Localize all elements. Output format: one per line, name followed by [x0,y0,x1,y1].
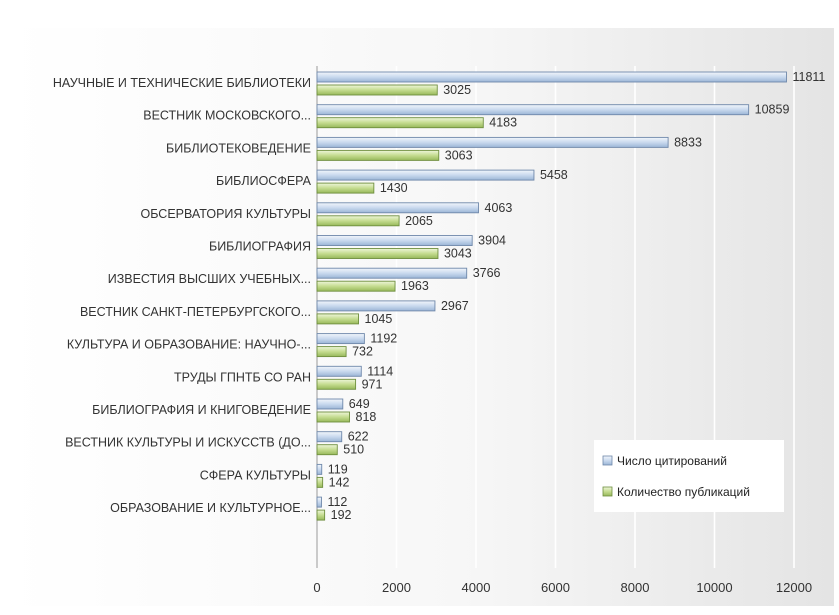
bar-publications [316,411,350,423]
category-label: БИБЛИОСФЕРА [216,174,312,188]
x-axis-ticks: 0 2000 4000 6000 8000 10000 12000 [313,580,812,595]
data-label-publications: 4183 [489,116,517,130]
data-label-citations: 2967 [441,299,469,313]
data-label-publications: 971 [362,377,383,391]
bar-publications [316,117,484,129]
x-tick-label: 8000 [621,580,650,595]
data-label-publications: 3043 [444,247,472,261]
data-label-publications: 1963 [401,279,429,293]
data-label-citations: 119 [328,462,348,476]
category-label: БИБЛИОТЕКОВЕДЕНИЕ [166,141,311,155]
bar-publications [316,215,400,227]
data-label-citations: 1192 [370,332,397,346]
bar-citations [316,333,365,345]
bar-citations [316,431,343,443]
category-label: ТРУДЫ ГПНТБ СО РАН [174,370,311,384]
category-label: СФЕРА КУЛЬТУРЫ [200,468,311,482]
category-label: БИБЛИОГРАФИЯ [209,240,311,254]
data-label-publications: 142 [329,475,350,489]
bar-publications [316,84,438,96]
bar-publications [316,313,359,325]
bar-citations [316,463,323,475]
bars [316,71,787,521]
legend-label-citations: Число цитирований [617,454,727,468]
x-tick-label: 12000 [776,580,812,595]
category-label: НАУЧНЫЕ И ТЕХНИЧЕСКИЕ БИБЛИОТЕКИ [53,76,311,90]
data-label-citations: 3766 [473,266,501,280]
data-label-publications: 1430 [380,181,408,195]
data-label-citations: 649 [349,397,370,411]
category-label: КУЛЬТУРА И ОБРАЗОВАНИЕ: НАУЧНО-... [67,338,311,352]
category-label: ВЕСТНИК МОСКОВСКОГО... [143,109,311,123]
bar-citations [316,136,669,148]
x-tick-label: 6000 [541,580,570,595]
legend-box [594,440,784,512]
category-label: ОБРАЗОВАНИЕ И КУЛЬТУРНОЕ... [110,501,311,515]
legend-swatch-citations [602,455,613,466]
category-label: БИБЛИОГРАФИЯ И КНИГОВЕДЕНИЕ [92,403,311,417]
category-label: ВЕСТНИК КУЛЬТУРЫ И ИСКУССТВ (ДО... [65,436,311,450]
legend-label-publications: Количество публикаций [617,485,750,499]
bar-citations [316,235,473,246]
bar-citations [316,398,344,410]
bar-publications [316,182,375,194]
bar-citations [316,202,479,214]
category-label: ОБСЕРВАТОРИЯ КУЛЬТУРЫ [141,207,311,221]
data-label-citations: 112 [327,495,347,509]
bar-publications [316,346,347,358]
data-label-citations: 4063 [485,201,513,215]
data-label-publications: 3025 [443,83,471,97]
bar-citations [316,300,436,312]
bar-citations [316,496,322,508]
data-label-publications: 818 [356,410,377,424]
bar-citations [316,104,750,116]
data-label-publications: 1045 [365,312,393,326]
data-label-citations: 622 [348,430,369,444]
bar-publications [316,280,396,292]
bar-publications [316,509,326,521]
data-label-citations: 3904 [478,234,506,248]
bar-citations [316,267,468,279]
data-label-publications: 510 [343,443,364,457]
bar-publications [316,248,439,259]
bar-citations [316,169,535,181]
legend: Число цитирований Количество публикаций [594,440,784,512]
data-label-citations: 8833 [674,135,702,149]
bar-citations [316,365,362,377]
category-label: ВЕСТНИК САНКТ-ПЕТЕРБУРГСКОГО... [80,305,311,319]
data-label-publications: 2065 [405,214,433,228]
x-tick-label: 10000 [696,580,732,595]
x-tick-label: 0 [313,580,320,595]
bar-publications [316,444,338,456]
x-tick-label: 4000 [462,580,491,595]
data-label-citations: 10859 [755,103,790,117]
data-label-publications: 3063 [445,148,473,162]
data-label-citations: 1114 [367,364,393,378]
data-labels: 11811 3025 10859 4183 8833 3063 5458 1430 4063 20… [327,70,825,522]
data-label-citations: 5458 [540,168,568,182]
category-labels: НАУЧНЫЕ И ТЕХНИЧЕСКИЕ БИБЛИОТЕКИ ВЕСТНИК … [53,76,312,515]
data-label-publications: 732 [352,345,373,359]
bar-publications [316,476,324,488]
bar-publications [316,378,357,390]
bar-publications [316,149,440,161]
category-label: ИЗВЕСТИЯ ВЫСШИХ УЧЕБНЫХ... [108,272,311,286]
data-label-citations: 11811 [792,70,825,84]
data-label-publications: 192 [331,508,352,522]
legend-swatch-publications [602,486,613,497]
bar-citations [316,71,787,83]
x-tick-label: 2000 [382,580,411,595]
